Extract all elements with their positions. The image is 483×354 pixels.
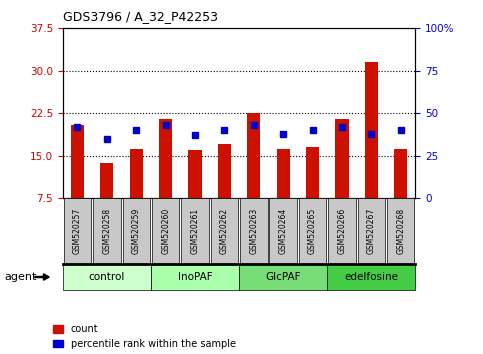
Bar bbox=[100, 162, 114, 198]
Text: GSM520260: GSM520260 bbox=[161, 208, 170, 254]
Bar bbox=[365, 62, 378, 198]
Text: agent: agent bbox=[5, 272, 37, 282]
Bar bbox=[159, 119, 172, 198]
Bar bbox=[129, 149, 143, 198]
Text: GSM520258: GSM520258 bbox=[102, 208, 112, 254]
Bar bbox=[71, 125, 84, 198]
Bar bbox=[306, 147, 319, 198]
Text: InoPAF: InoPAF bbox=[178, 272, 213, 282]
Text: GSM520262: GSM520262 bbox=[220, 208, 229, 254]
Text: GSM520259: GSM520259 bbox=[132, 208, 141, 254]
Text: GlcPAF: GlcPAF bbox=[266, 272, 301, 282]
Text: control: control bbox=[89, 272, 125, 282]
Text: GSM520265: GSM520265 bbox=[308, 208, 317, 254]
Bar bbox=[277, 149, 290, 198]
Text: GSM520257: GSM520257 bbox=[73, 208, 82, 254]
Bar bbox=[218, 144, 231, 198]
Text: GSM520266: GSM520266 bbox=[338, 208, 346, 254]
Text: GSM520261: GSM520261 bbox=[190, 208, 199, 254]
Text: GSM520268: GSM520268 bbox=[396, 208, 405, 254]
Bar bbox=[335, 119, 349, 198]
Text: GSM520267: GSM520267 bbox=[367, 208, 376, 254]
Bar bbox=[247, 113, 260, 198]
Legend: count, percentile rank within the sample: count, percentile rank within the sample bbox=[53, 324, 236, 349]
Text: GSM520264: GSM520264 bbox=[279, 208, 288, 254]
Text: GSM520263: GSM520263 bbox=[249, 208, 258, 254]
Text: GDS3796 / A_32_P42253: GDS3796 / A_32_P42253 bbox=[63, 10, 218, 23]
Bar bbox=[394, 149, 407, 198]
Bar bbox=[188, 150, 201, 198]
Text: edelfosine: edelfosine bbox=[344, 272, 398, 282]
